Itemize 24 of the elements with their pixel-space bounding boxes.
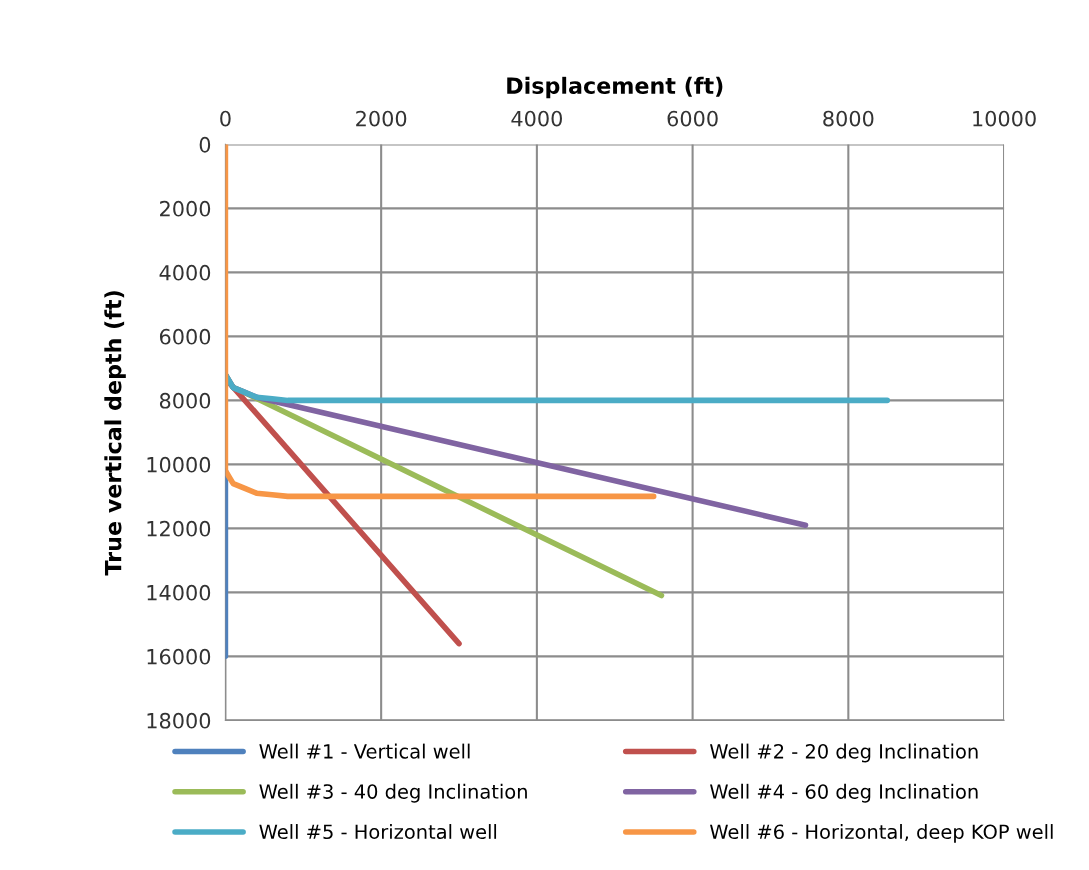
y-tick-label: 2000 bbox=[160, 200, 211, 217]
y-tick-label: 10000 bbox=[147, 456, 211, 473]
legend-label: Well #2 - 20 deg Inclination bbox=[710, 743, 978, 763]
legend-label: Well #1 - Vertical well bbox=[259, 743, 470, 759]
x-tick-label: 4000 bbox=[511, 110, 562, 127]
y-tick-label: 4000 bbox=[159, 264, 211, 281]
legend-label: Well #3 - 40 deg Inclination bbox=[259, 783, 527, 803]
y-tick-label: 16000 bbox=[147, 648, 211, 665]
legend-label: Well #6 - Horizontal, deep KOP well bbox=[710, 824, 1053, 843]
x-tick-label: 0 bbox=[220, 110, 231, 127]
y-tick-label: 6000 bbox=[159, 328, 211, 345]
x-tick-label: 10000 bbox=[973, 110, 1036, 127]
x-tick-label: 6000 bbox=[667, 110, 718, 127]
legend-label: Well #4 - 60 deg Inclination bbox=[710, 783, 978, 803]
y-tick-label: 12000 bbox=[147, 520, 211, 537]
y-tick-label: 8000 bbox=[159, 392, 211, 409]
y-tick-label: 0 bbox=[199, 136, 211, 153]
x-tick-label: 8000 bbox=[823, 110, 874, 127]
x-tick-label: 2000 bbox=[356, 110, 407, 127]
legend-label: Well #5 - Horizontal well bbox=[259, 824, 497, 840]
y-axis-title: True vertical depth (ft) bbox=[104, 291, 126, 576]
y-tick-label: 14000 bbox=[147, 584, 211, 601]
y-tick-label: 18000 bbox=[147, 712, 211, 729]
x-axis-title: Displacement (ft) bbox=[507, 76, 723, 99]
